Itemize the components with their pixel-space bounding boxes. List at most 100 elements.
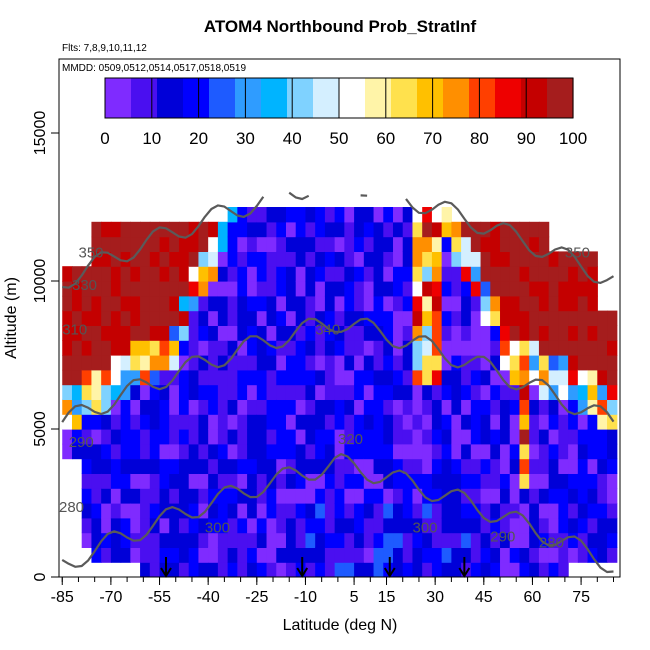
heatmap-cell — [480, 310, 491, 326]
heatmap-cell — [285, 473, 297, 489]
heatmap-cell — [71, 399, 83, 415]
y-tick-label: 10000 — [32, 259, 49, 304]
heatmap-cell — [402, 458, 414, 474]
heatmap-cell — [490, 429, 501, 445]
heatmap-cell — [461, 517, 472, 534]
heatmap-cell — [91, 458, 102, 474]
heatmap-cell — [315, 310, 326, 326]
heatmap-cell — [373, 266, 384, 282]
heatmap-cell — [305, 266, 316, 282]
heatmap-cell — [276, 236, 287, 252]
heatmap-cell — [422, 399, 433, 415]
heatmap-cell — [402, 251, 414, 267]
heatmap-cell — [247, 458, 258, 474]
heatmap-cell — [110, 221, 122, 238]
heatmap-cell — [237, 310, 248, 326]
heatmap-cell — [276, 443, 287, 460]
heatmap-cell — [81, 532, 93, 548]
heatmap-cell — [140, 458, 151, 474]
heatmap-cell — [597, 473, 608, 489]
heatmap-cell — [217, 340, 229, 356]
heatmap-cell — [101, 532, 112, 548]
heatmap-cell — [188, 281, 200, 297]
heatmap-cell — [529, 488, 540, 504]
heatmap-cell — [548, 355, 559, 371]
profile-marker-arrowhead — [296, 567, 309, 578]
heatmap-cell — [295, 281, 307, 297]
heatmap-cell — [198, 251, 209, 267]
heatmap-cell — [188, 458, 200, 474]
heatmap-cell — [451, 443, 462, 460]
heatmap-cell — [597, 369, 608, 386]
heatmap-cell — [587, 355, 598, 371]
heatmap-cell — [285, 414, 297, 430]
heatmap-cell — [568, 310, 579, 326]
heatmap-cell — [402, 325, 414, 341]
heatmap-cell — [509, 251, 521, 267]
heatmap-cell — [548, 340, 559, 356]
heatmap-cell — [607, 310, 618, 326]
heatmap-cell — [91, 325, 102, 341]
plot-frame — [58, 58, 621, 578]
colorbar-tick-label: 60 — [376, 129, 395, 148]
heatmap-cell — [431, 236, 443, 252]
heatmap-cell — [91, 295, 102, 312]
heatmap-cell — [256, 562, 268, 577]
heatmap-cell — [334, 547, 345, 563]
heatmap-cell — [71, 414, 83, 430]
heatmap-cell — [140, 325, 151, 341]
heatmap-cell — [354, 562, 365, 577]
heatmap-cell — [159, 340, 170, 356]
heatmap-cell — [461, 251, 472, 267]
heatmap-cell — [538, 488, 550, 504]
heatmap-cell — [451, 340, 462, 356]
heatmap-cell — [101, 281, 112, 297]
heatmap-cell — [237, 399, 248, 415]
heatmap-cell — [344, 458, 355, 474]
heatmap-cell — [178, 295, 190, 312]
heatmap-cell — [295, 266, 307, 282]
heatmap-cell — [159, 399, 170, 415]
heatmap-cell — [597, 532, 608, 548]
heatmap-cell — [393, 517, 404, 534]
heatmap-cell — [519, 547, 530, 563]
heatmap-cell — [71, 325, 83, 341]
x-tick-label: 15 — [378, 589, 396, 606]
heatmap-cell — [402, 547, 414, 563]
heatmap-cell — [71, 429, 83, 445]
heatmap-cell — [315, 458, 326, 474]
heatmap-cell — [568, 355, 579, 371]
heatmap-cell — [256, 325, 268, 341]
heatmap-cell — [149, 473, 161, 489]
heatmap-cell — [101, 325, 112, 341]
heatmap-cell — [500, 429, 511, 445]
heatmap-cell — [62, 443, 73, 460]
heatmap-cell — [422, 295, 433, 312]
heatmap-cell — [577, 473, 589, 489]
heatmap-cell — [344, 473, 355, 489]
heatmap-cell — [568, 384, 579, 400]
heatmap-cell — [295, 355, 307, 371]
heatmap-cell — [344, 310, 355, 326]
heatmap-cell — [227, 221, 238, 238]
heatmap-cell — [548, 517, 559, 534]
heatmap-cell — [568, 325, 579, 341]
heatmap-cell — [373, 281, 384, 297]
heatmap-cell — [305, 369, 316, 386]
colorbar-tick-labels: 0 10 20 30 40 50 60 70 80 90 100 — [100, 129, 587, 148]
heatmap-cell — [529, 310, 540, 326]
heatmap-cell — [217, 221, 229, 238]
heatmap-cell — [315, 488, 326, 504]
heatmap-cell — [247, 281, 258, 297]
heatmap-cell — [305, 340, 316, 356]
heatmap-cell — [412, 384, 423, 400]
heatmap-cell — [217, 532, 229, 548]
heatmap-cell — [227, 503, 238, 519]
heatmap-cell — [519, 369, 530, 386]
heatmap-cell — [363, 251, 375, 267]
heatmap-cell — [91, 429, 102, 445]
heatmap-cell — [227, 488, 238, 504]
heatmap-cell — [412, 369, 423, 386]
heatmap-cell — [422, 547, 433, 563]
heatmap-cell — [402, 503, 414, 519]
